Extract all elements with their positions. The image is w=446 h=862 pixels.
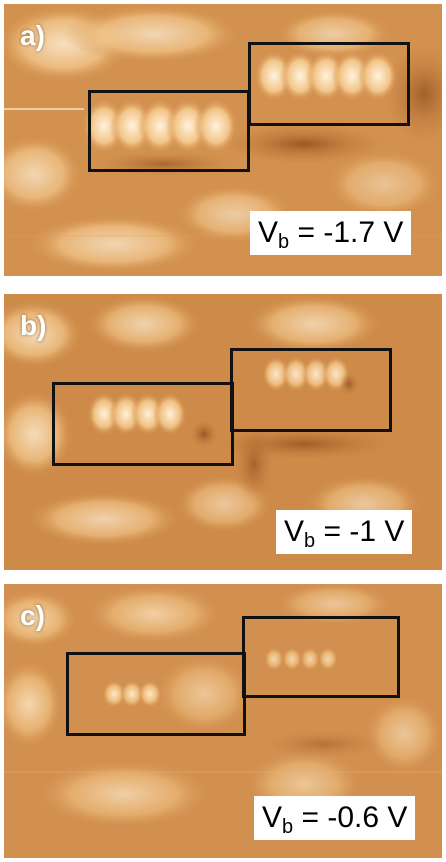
stm-image-a [4,4,442,276]
bias-subscript: b [304,530,316,552]
highlight-box-c2 [242,616,400,698]
bias-symbol: V [262,801,283,834]
bias-voltage-label-a: Vb = -1.7 V [250,211,412,255]
panel-label-a: a) [20,20,45,51]
stm-panel-c: c) Vb = -0.6 V [4,584,442,858]
highlight-box-b1 [52,382,234,466]
stm-panel-b: b) Vb = -1 V [4,294,442,570]
panel-label-c: c) [20,600,45,631]
bias-value: = -1 V [315,515,405,548]
bias-subscript: b [282,816,294,838]
highlight-box-a2 [248,42,410,126]
bias-value: = -0.6 V [293,801,408,834]
highlight-box-a1 [88,90,250,172]
stm-panel-a: a) Vb = -1.7 V [4,4,442,276]
highlight-box-b2 [230,348,392,432]
bias-symbol: V [284,515,305,548]
bias-symbol: V [258,216,279,249]
highlight-box-c1 [66,652,246,736]
panel-label-b: b) [20,310,47,341]
bias-voltage-label-c: Vb = -0.6 V [254,796,416,840]
bias-voltage-label-b: Vb = -1 V [276,510,413,554]
bias-subscript: b [278,231,290,253]
bias-value: = -1.7 V [289,216,404,249]
